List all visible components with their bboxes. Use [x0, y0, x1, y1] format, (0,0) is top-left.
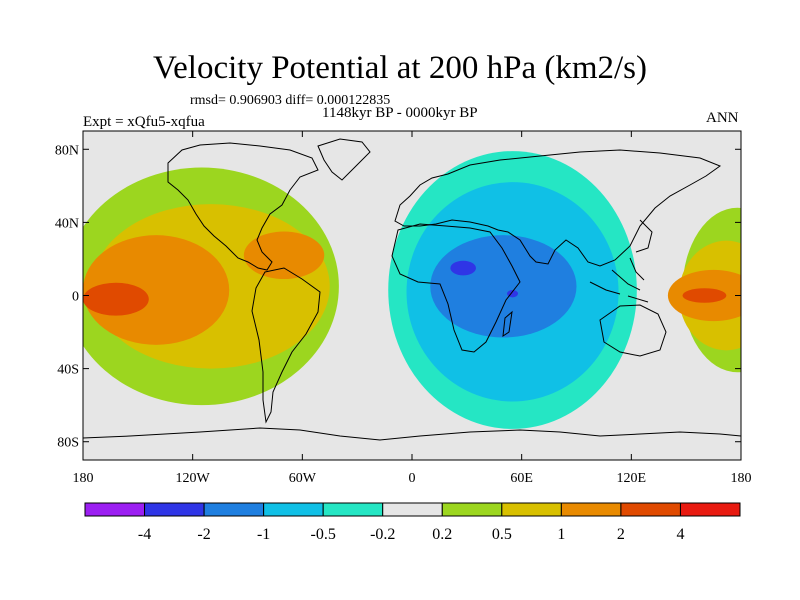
- colorbar-label-3: -0.5: [311, 526, 336, 543]
- coastline-layer: [83, 138, 741, 441]
- contour-region-8: [450, 260, 476, 276]
- colorbar-swatch-8: [560, 502, 622, 517]
- colorbar-swatch-9: [620, 502, 681, 517]
- colorbar: -4 -2 -1 -0.5 -0.2 0.2 0.5 1 2 4: [84, 502, 741, 543]
- colorbar-swatch-1: [144, 502, 205, 517]
- colorbar-label-9: 4: [676, 526, 684, 543]
- lon-label-4: 60E: [510, 471, 533, 486]
- plot-title: Velocity Potential at 200 hPa (km2/s): [152, 50, 648, 86]
- period-subtitle: 1148kyr BP - 0000kyr BP: [322, 105, 478, 121]
- contour-region-3: [243, 231, 325, 280]
- eurasia-coastline: [394, 149, 722, 267]
- lon-label-5: 120E: [617, 471, 647, 486]
- season-label: ANN: [706, 110, 739, 126]
- madagascar-coastline: [502, 310, 513, 338]
- colorbar-label-0: -4: [138, 526, 151, 543]
- colorbar-swatch-4: [322, 502, 384, 517]
- colorbar-label-7: 1: [557, 526, 565, 543]
- lon-label-1: 120W: [176, 471, 211, 486]
- colorbar-swatch-6: [441, 502, 503, 517]
- colorbar-swatch-5: [382, 502, 443, 517]
- greenland-coastline: [317, 138, 371, 181]
- colorbar-label-6: 0.5: [492, 526, 512, 543]
- colorbar-swatch-0: [84, 502, 146, 517]
- north-america-coastline: [167, 142, 319, 271]
- maritime-islands-coastline: [589, 257, 649, 303]
- africa-coastline: [391, 223, 521, 353]
- experiment-label: Expt = xQfu5-xqfua: [83, 114, 205, 130]
- antarctica-coastline: [83, 427, 741, 441]
- lon-label-6: 180: [731, 471, 752, 486]
- colorbar-label-8: 2: [617, 526, 625, 543]
- colorbar-label-2: -1: [257, 526, 270, 543]
- axis-ticks: 80N 40N 0 40S 80S 180 120W 60W 0 60E 120E 180: [55, 131, 752, 486]
- lon-label-3: 0: [409, 471, 416, 486]
- lon-label-2: 60W: [289, 471, 317, 486]
- lat-label-0: 80N: [55, 143, 79, 158]
- colorbar-swatch-7: [501, 502, 562, 517]
- lat-label-4: 80S: [57, 436, 79, 451]
- lon-label-0: 180: [73, 471, 94, 486]
- lat-label-3: 40S: [57, 363, 79, 378]
- japan-coastline: [635, 219, 653, 253]
- colorbar-label-5: 0.2: [432, 526, 452, 543]
- colorbar-swatch-3: [263, 502, 324, 517]
- south-america-coastline: [251, 267, 321, 424]
- contour-region-2: [83, 235, 230, 345]
- contour-region-4: [83, 282, 149, 316]
- contour-region-13: [682, 288, 727, 303]
- lat-label-2: 0: [72, 290, 79, 305]
- contour-region-7: [430, 235, 577, 338]
- lat-label-1: 40N: [55, 216, 79, 231]
- stats-subtitle: rmsd= 0.906903 diff= 0.000122835: [190, 93, 391, 108]
- australia-coastline: [599, 304, 667, 357]
- colorbar-swatch-2: [203, 502, 265, 517]
- colorbar-label-1: -2: [197, 526, 210, 543]
- colorbar-label-4: -0.2: [370, 526, 395, 543]
- colorbar-swatch-10: [679, 502, 741, 517]
